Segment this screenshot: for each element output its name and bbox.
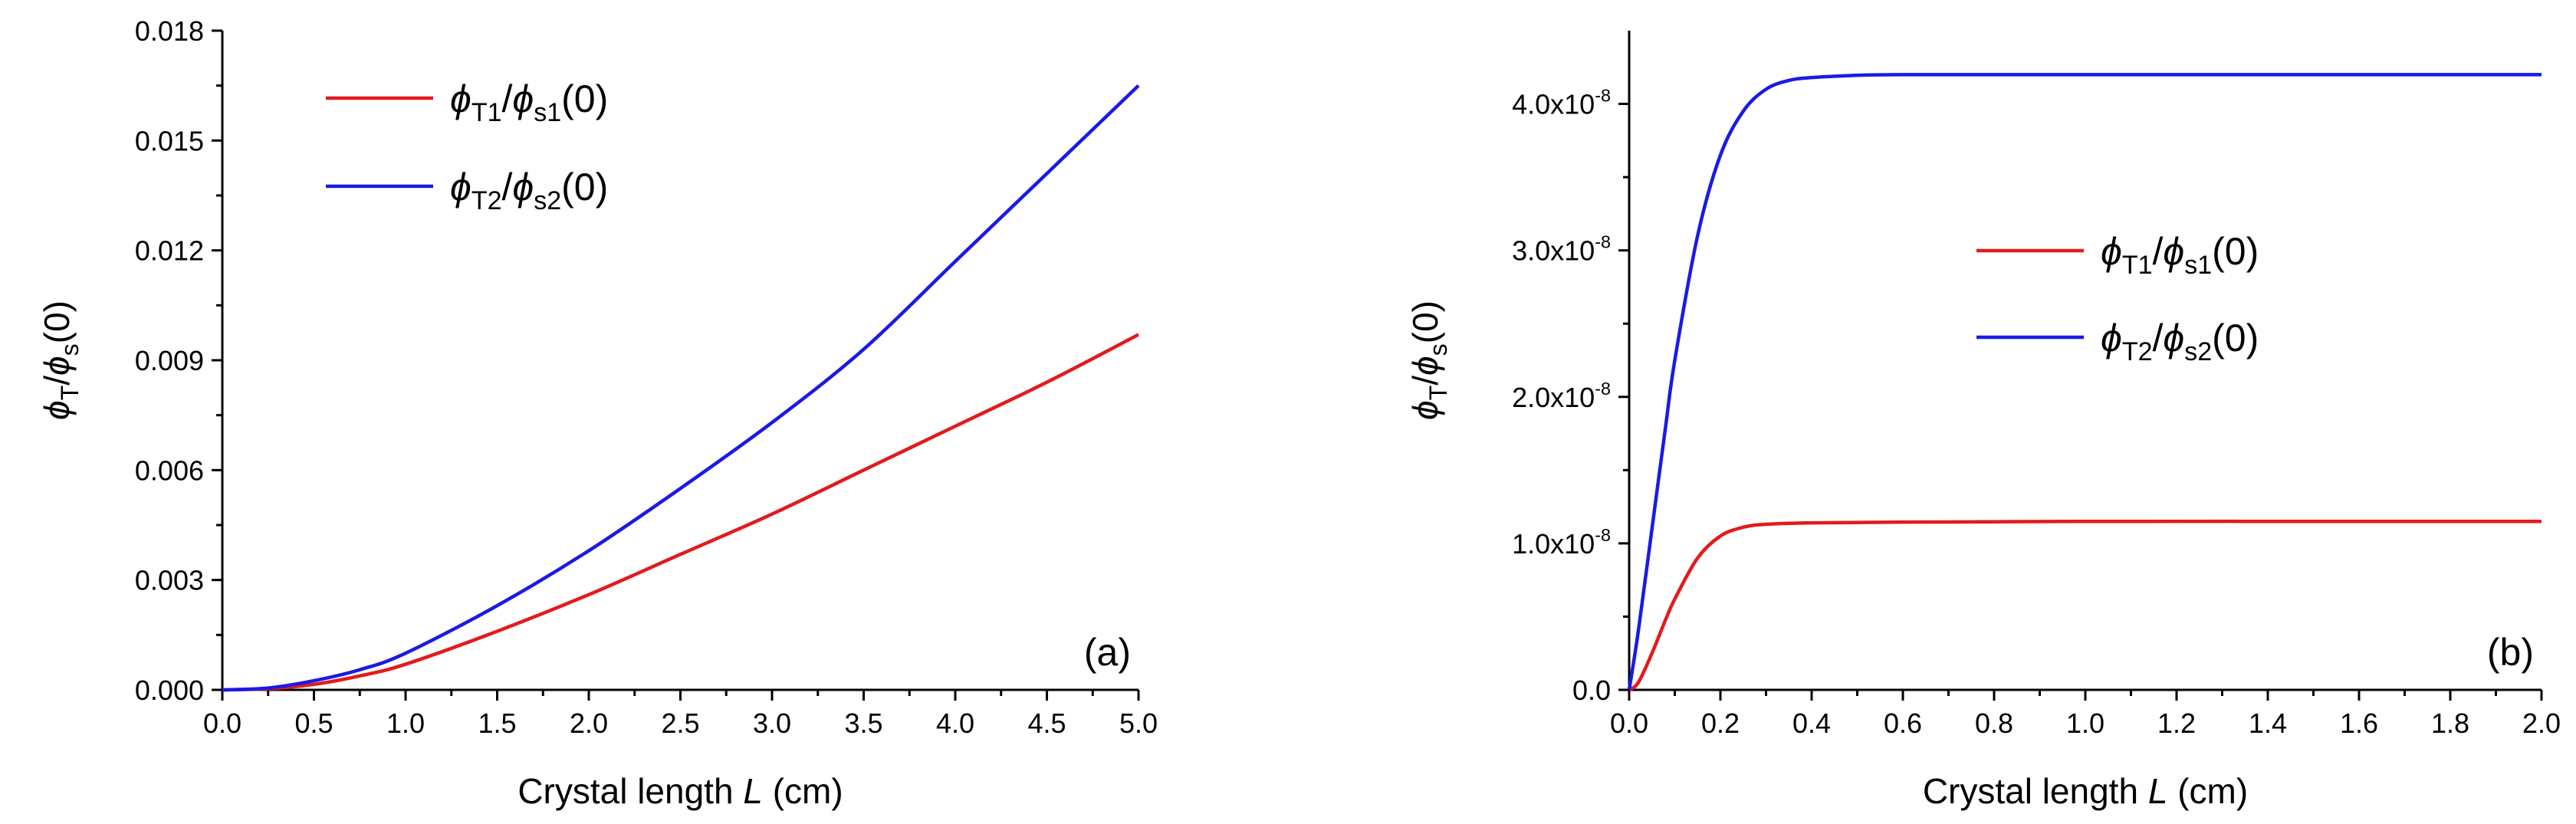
y-tick-label: 0.003 — [135, 565, 204, 596]
x-tick-label: 4.0 — [936, 707, 974, 739]
y-tick-label: 4.0x10-8 — [1512, 86, 1611, 120]
x-tick-label: 0.2 — [1701, 707, 1740, 739]
x-tick-label: 1.0 — [386, 707, 425, 739]
y-tick-label: 2.0x10-8 — [1512, 379, 1611, 413]
series-line-1 — [1628, 519, 2542, 691]
y-tick-label: 0.000 — [135, 675, 204, 706]
x-tick-label: 1.8 — [2431, 707, 2469, 739]
y-tick-label: 0.006 — [135, 455, 204, 486]
y-tick-label: 0.009 — [135, 345, 204, 376]
x-tick-label: 2.0 — [570, 707, 608, 739]
x-tick-label: 5.0 — [1119, 707, 1158, 739]
x-tick-label: 0.8 — [1975, 707, 2013, 739]
series-line-1 — [222, 333, 1140, 692]
x-axis-title: Crystal length L (cm) — [1923, 771, 2248, 811]
series-line-2 — [222, 84, 1140, 692]
x-tick-label: 1.4 — [2249, 707, 2287, 739]
y-tick-label: 0.012 — [135, 235, 204, 267]
legend-label-2: ϕT2/ϕs2(0) — [450, 166, 608, 215]
x-tick-label: 0.5 — [294, 707, 333, 739]
panel-a: 0.0 0.5 1.0 1.5 2.0 2.5 3.0 3.5 4.0 4.5 5.0 0.000 0.… — [37, 15, 1158, 811]
x-tick-label: 1.5 — [478, 707, 516, 739]
y-axis-title: ϕT/ϕs(0) — [1405, 300, 1452, 420]
x-tick-label: 1.2 — [2157, 707, 2196, 739]
x-axis-title: Crystal length L (cm) — [518, 771, 843, 811]
y-tick-label: 0.018 — [135, 15, 204, 47]
y-tick-label: 0.0 — [1572, 675, 1611, 706]
x-tick-label: 1.6 — [2340, 707, 2378, 739]
x-tick-label: 0.4 — [1792, 707, 1831, 739]
x-tick-label: 0.0 — [203, 707, 242, 739]
y-axis-title: ϕT/ϕs(0) — [37, 300, 84, 420]
series-line-2 — [1627, 73, 2542, 691]
x-tick-label: 4.5 — [1027, 707, 1066, 739]
legend-label-1: ϕT1/ϕs1(0) — [450, 77, 608, 127]
panel-label: (a) — [1084, 631, 1131, 674]
panel-b: 0.0 0.2 0.4 0.6 0.8 1.0 1.2 1.4 1.6 1.8 2.0 0.0 1.0x… — [1405, 31, 2561, 811]
legend-label-1: ϕT1/ϕs1(0) — [2101, 230, 2259, 280]
x-tick-label: 3.0 — [753, 707, 791, 739]
y-tick-label: 1.0x10-8 — [1512, 525, 1611, 560]
panel-label: (b) — [2487, 631, 2534, 674]
y-tick-label: 3.0x10-8 — [1512, 232, 1611, 267]
legend-label-2: ϕT2/ϕs2(0) — [2101, 317, 2259, 366]
x-tick-label: 0.6 — [1884, 707, 1922, 739]
x-tick-label: 2.0 — [2522, 707, 2561, 739]
x-tick-label: 2.5 — [661, 707, 699, 739]
x-tick-label: 3.5 — [844, 707, 882, 739]
x-tick-label: 1.0 — [2066, 707, 2104, 739]
x-tick-label: 0.0 — [1610, 707, 1648, 739]
y-tick-label: 0.015 — [135, 125, 204, 156]
